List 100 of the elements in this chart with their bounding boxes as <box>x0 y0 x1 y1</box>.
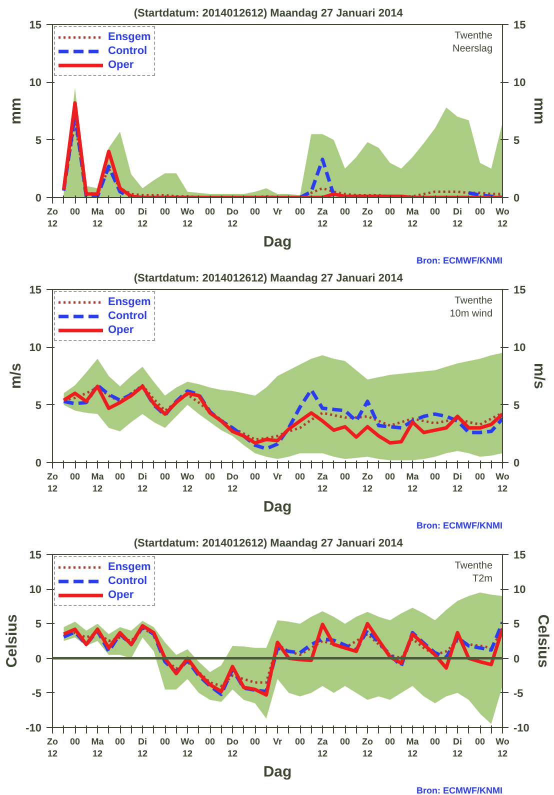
y2-tick-label: 5 <box>514 134 520 147</box>
x-tick-label: Ma 12 <box>406 206 420 228</box>
legend-label: Ensgem <box>108 295 151 309</box>
x-tick-label: Do 12 <box>226 472 239 494</box>
x-tick-label: Za 12 <box>317 736 329 758</box>
x-tick-label: 00 <box>430 736 440 746</box>
x-tick-label: 00 <box>250 472 260 482</box>
annotation: Twenthe 10m wind <box>450 296 493 320</box>
y2-axis-title: Celsius <box>534 614 552 668</box>
y2-tick-label: -10 <box>514 722 530 734</box>
y2-tick-label: 0 <box>514 192 520 204</box>
y-tick-label: 15 <box>29 20 42 32</box>
chart-title: (Startdatum: 2014012612) Maandag 27 Januari 2014 <box>134 8 404 20</box>
x-tick-label: Ma 12 <box>91 206 105 228</box>
x-tick-label: Zo 12 <box>47 206 58 228</box>
x-tick-label: Wo 12 <box>180 736 195 758</box>
x-tick-label: Wo 12 <box>496 736 510 758</box>
x-tick-label: 00 <box>384 736 396 746</box>
y-axis-title: mm <box>7 98 24 124</box>
x-tick-label: 00 <box>474 736 486 746</box>
x-tick-label: 00 <box>430 206 440 216</box>
y2-tick-label: 10 <box>514 584 526 596</box>
legend-label: Oper <box>108 588 134 602</box>
chart-title: (Startdatum: 2014012612) Maandag 27 Januari 2014 <box>134 538 404 550</box>
x-tick-label: Zo 12 <box>362 472 374 494</box>
x-tick-label: 00 <box>70 206 80 216</box>
y-tick-label: 0 <box>35 653 42 666</box>
x-tick-label: Do 12 <box>226 736 239 758</box>
y2-tick-label: 5 <box>514 618 520 631</box>
y-tick-label: 0 <box>35 192 42 204</box>
x-tick-label: Di 12 <box>452 472 463 494</box>
x-tick-label: 00 <box>250 736 260 746</box>
x-tick-label: 00 <box>160 206 170 216</box>
y2-tick-label: 15 <box>514 284 526 296</box>
x-tick-label: 00 <box>340 206 350 216</box>
x-tick-label: 00 <box>384 206 396 216</box>
annotation: Twenthe T2m <box>454 560 493 585</box>
y-tick-label: 15 <box>29 284 42 296</box>
x-tick-label: 00 <box>294 736 306 746</box>
x-tick-label: 00 <box>384 472 396 482</box>
x-tick-label: Di 12 <box>137 206 148 228</box>
y-tick-label: 5 <box>35 618 42 631</box>
x-axis-title: Dag <box>263 234 292 250</box>
y-axis-title: m/s <box>7 363 24 389</box>
x-tick-label: Ma 12 <box>406 472 420 494</box>
x-tick-label: Wo 12 <box>180 206 195 228</box>
y-axis-title: Celsius <box>4 614 21 668</box>
y-tick-label: 15 <box>29 550 42 562</box>
x-tick-label: Di 12 <box>452 206 463 228</box>
x-tick-label: Vr <box>272 736 282 746</box>
x-tick-label: 00 <box>474 472 486 482</box>
x-tick-label: 00 <box>294 206 306 216</box>
annotation: Twenthe Neerslag <box>452 30 493 55</box>
text: Bron: ECMWF/KNMI <box>416 786 502 795</box>
x-tick-label: Do 12 <box>226 206 239 228</box>
x-tick-label: Za 12 <box>317 206 329 228</box>
x-tick-label: 00 <box>250 206 260 216</box>
x-tick-label: Wo 12 <box>496 206 510 228</box>
legend-label: Ensgem <box>108 560 151 574</box>
y2-tick-label: 0 <box>514 458 520 470</box>
x-tick-label: 00 <box>160 472 170 482</box>
y-tick-label: 10 <box>29 584 42 596</box>
x-tick-label: Di 12 <box>137 472 148 494</box>
x-tick-label: 00 <box>340 736 350 746</box>
x-tick-label: 00 <box>114 736 126 746</box>
y2-tick-label: 15 <box>514 550 526 562</box>
x-tick-label: Ma 12 <box>91 736 105 758</box>
x-tick-label: 00 <box>70 736 80 746</box>
y2-axis-title: mm <box>530 98 548 124</box>
x-tick-label: Ma 12 <box>406 736 420 758</box>
text: Bron: ECMWF/KNMI <box>416 256 502 266</box>
y2-tick-label: -5 <box>514 688 524 700</box>
x-tick-label: 00 <box>114 472 126 482</box>
legend-label: Oper <box>108 323 134 337</box>
x-tick-label: Di 12 <box>137 736 148 758</box>
x-tick-label: 00 <box>294 472 306 482</box>
x-tick-label: Vr <box>272 206 282 216</box>
x-axis-title: Dag <box>263 498 292 516</box>
y-tick-label: 5 <box>35 400 42 412</box>
x-tick-label: 00 <box>160 736 170 746</box>
y2-axis-title: m/s <box>530 363 548 389</box>
x-tick-label: Wo 12 <box>180 472 195 494</box>
x-tick-label: 00 <box>430 472 440 482</box>
y-tick-label: -5 <box>32 688 42 700</box>
x-tick-label: 00 <box>114 206 126 216</box>
legend-label: Control <box>108 574 148 588</box>
x-tick-label: 00 <box>204 206 216 216</box>
y2-tick-label: 15 <box>514 20 526 32</box>
y2-tick-label: 10 <box>514 342 526 354</box>
x-tick-label: Wo 12 <box>496 472 510 494</box>
x-tick-label: Zo 12 <box>362 736 374 758</box>
legend-label: Ensgem <box>108 30 151 44</box>
text: Bron: ECMWF/KNMI <box>416 520 502 530</box>
x-tick-label: Zo 12 <box>362 206 374 228</box>
x-tick-label: Zo 12 <box>47 736 58 758</box>
y2-tick-label: 10 <box>514 77 526 90</box>
x-tick-label: 00 <box>204 736 216 746</box>
x-tick-label: 00 <box>340 472 350 482</box>
x-tick-label: Di 12 <box>452 736 463 758</box>
chart-title: (Startdatum: 2014012612) Maandag 27 Januari 2014 <box>134 272 404 284</box>
